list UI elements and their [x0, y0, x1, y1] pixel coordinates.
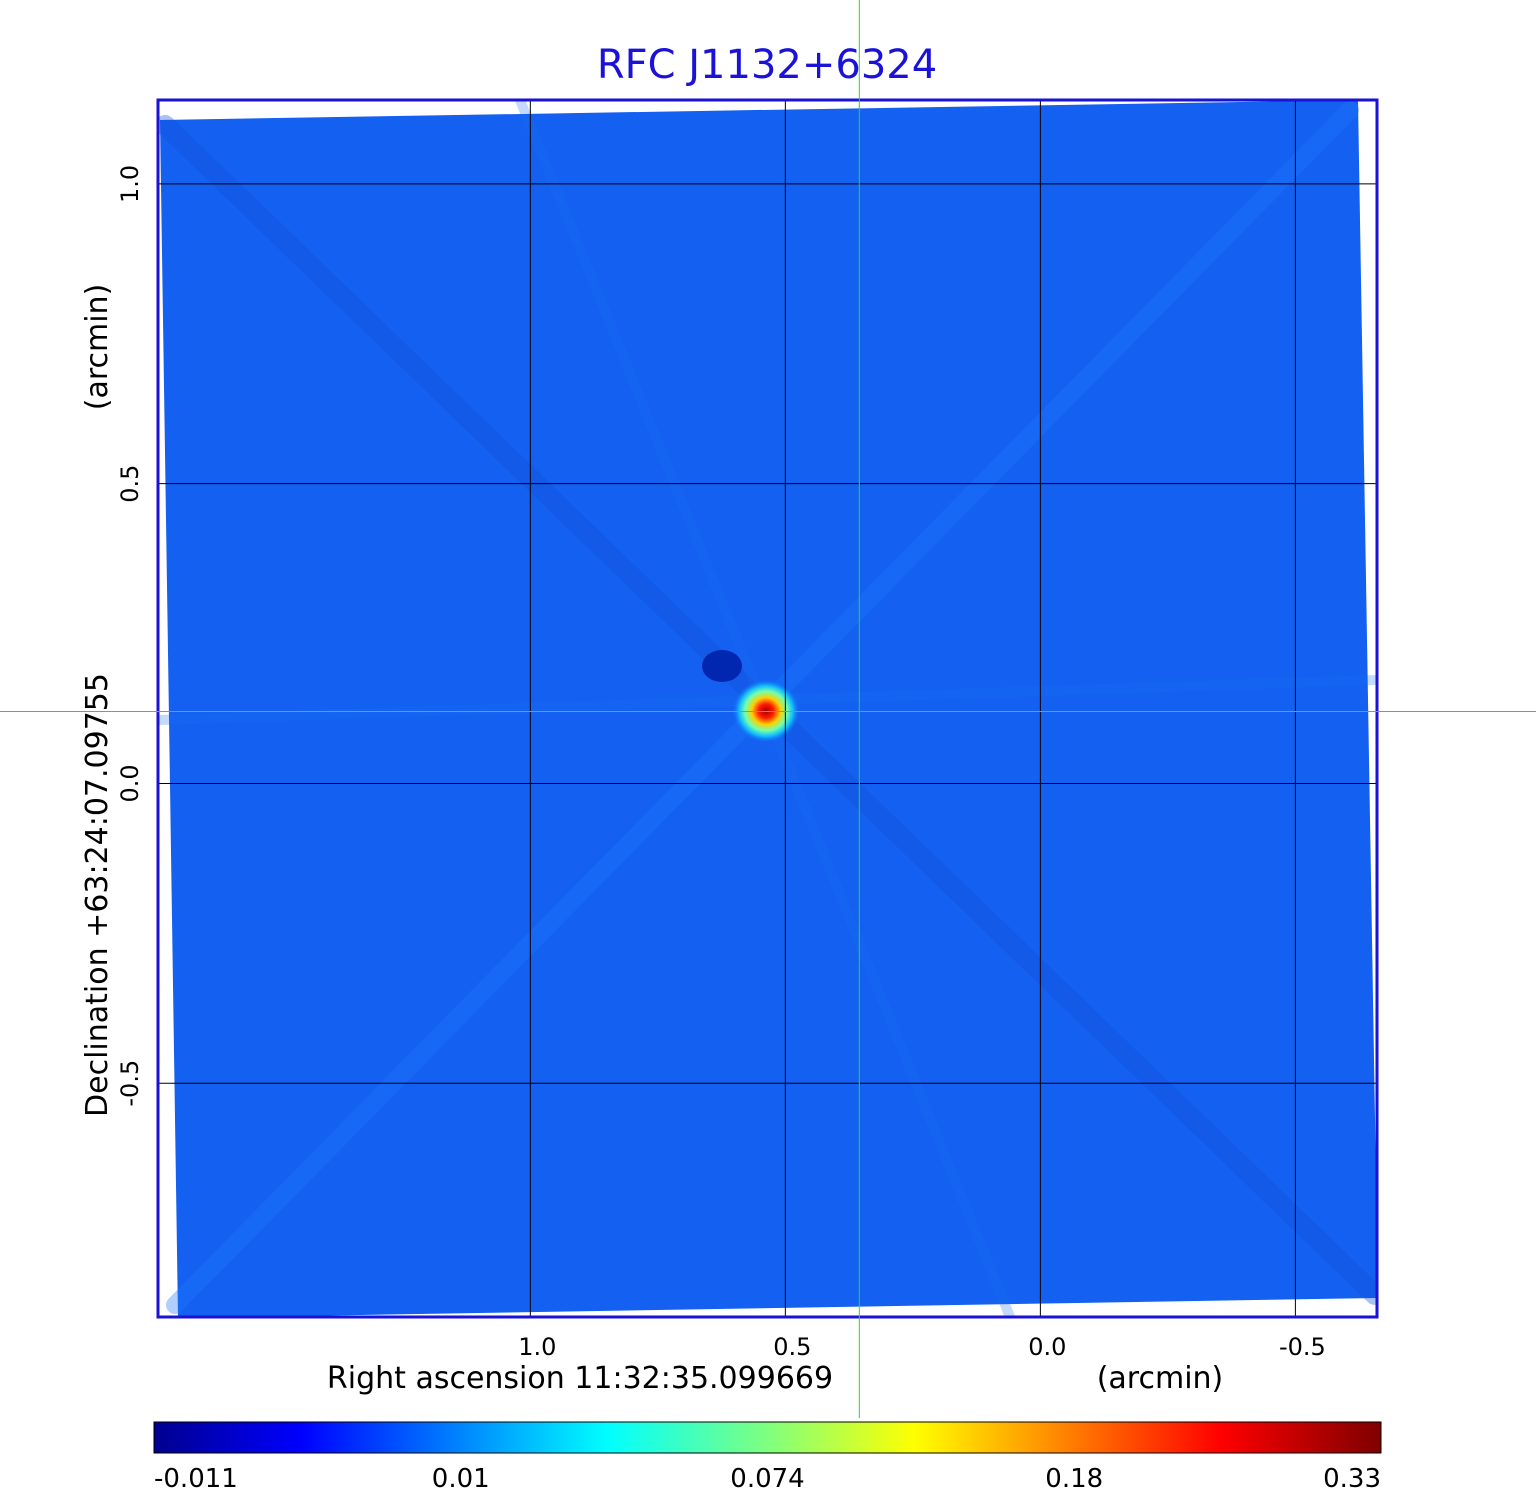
chart-title: RFC J1132+6324 — [597, 42, 937, 88]
x-tick-label-1: 0.5 — [773, 1333, 811, 1361]
colorbar-tick-label-4: 0.33 — [1323, 1464, 1381, 1494]
x-tick-labels: 1.0 0.5 0.0 -0.5 — [518, 1333, 1326, 1361]
y-tick-label-3: -0.5 — [116, 1060, 144, 1107]
grid-lines — [158, 100, 1377, 1317]
x-axis-label: Right ascension 11:32:35.099669 — [327, 1361, 833, 1396]
colorbar — [153, 1421, 1382, 1454]
colorbar-tick-label-2: 0.074 — [730, 1464, 804, 1494]
colorbar-tick-label-3: 0.18 — [1045, 1464, 1103, 1494]
x-axis-unit: (arcmin) — [1097, 1361, 1224, 1396]
colorbar-tick-labels: -0.011 0.01 0.074 0.18 0.33 — [154, 1464, 1381, 1494]
x-tick-label-0: 1.0 — [518, 1333, 556, 1361]
negative-dip — [702, 650, 742, 682]
crosshair — [0, 0, 1536, 1418]
y-axis-unit: (arcmin) — [80, 284, 115, 411]
y-axis-label: Declination +63:24:07.09755 — [80, 673, 115, 1117]
y-tick-label-0: 1.0 — [116, 165, 144, 203]
x-tick-label-2: 0.0 — [1028, 1333, 1066, 1361]
colorbar-tick-label-1: 0.01 — [432, 1464, 490, 1494]
colorbar-tick-label-0: -0.011 — [154, 1464, 238, 1494]
y-tick-label-2: 0.0 — [116, 764, 144, 802]
y-tick-labels: 1.0 0.5 0.0 -0.5 — [116, 165, 144, 1107]
plot-frame — [156, 98, 1379, 1319]
y-tick-label-1: 0.5 — [116, 465, 144, 503]
x-tick-label-3: -0.5 — [1279, 1333, 1326, 1361]
